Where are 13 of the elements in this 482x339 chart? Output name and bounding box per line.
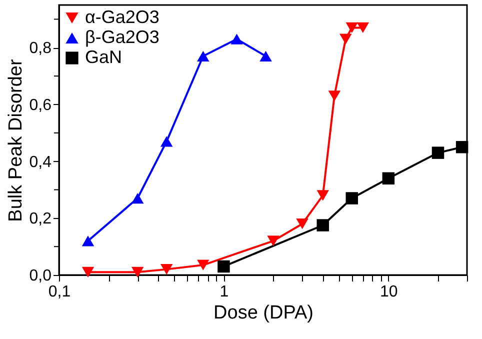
y-tick-label: 0,6 (29, 96, 52, 114)
x-tick-label: 0,1 (48, 284, 71, 300)
y-tick-label: 0,8 (29, 40, 52, 58)
x-axis-title: Dose (DPA) (214, 302, 314, 324)
y-tick-label: 0,2 (29, 210, 52, 228)
legend-label: α-Ga2O3 (85, 7, 160, 27)
x-tick-label: 1 (220, 284, 229, 300)
y-tick-label: 0,4 (29, 154, 52, 171)
y-tick-label: 0,0 (29, 268, 52, 284)
legend-label: β-Ga2O3 (85, 27, 160, 47)
y-axis-title: Bulk Peak Disorder (5, 58, 26, 222)
legend-label: GaN (85, 47, 122, 67)
x-tick-label: 10 (380, 284, 398, 300)
